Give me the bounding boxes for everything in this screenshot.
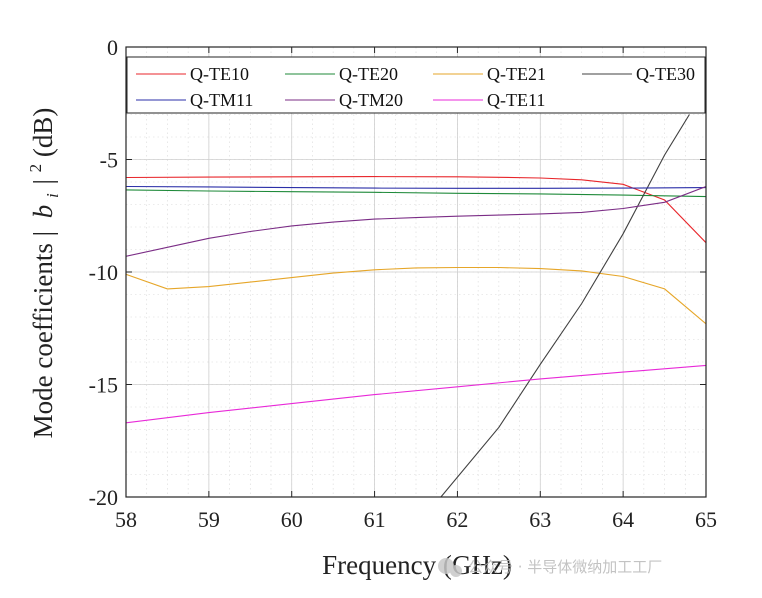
y-axis-label: Mode coefficients | b i | 2 (dB) [17,108,64,439]
x-tick-label: 64 [612,507,634,532]
x-axis-label: Frequency (GHz) [322,550,512,580]
x-tick-label: 58 [115,507,137,532]
x-tick-label: 61 [364,507,386,532]
series-line-q-te30 [440,114,690,497]
x-tick-label: 63 [529,507,551,532]
y-tick-label: -10 [89,260,118,285]
y-axis-label-var: b [28,205,58,219]
wechat-icon-bubble [450,565,462,577]
x-tick-labels: 58 59 60 61 62 63 64 65 [115,507,717,532]
legend-label-q-te10: Q-TE10 [190,64,249,84]
series-line-q-te21 [126,266,706,325]
y-axis-label-unit: (dB) [28,108,58,158]
series-layer [126,114,706,497]
y-axis-label-main: Mode coefficients | [28,231,58,438]
watermark-text: 公众号 · 半导体微纳加工工厂 [468,558,662,576]
y-axis-label-bar: | [28,179,58,184]
series-line-q-tm20 [126,185,706,257]
legend-label-q-te11: Q-TE11 [487,90,545,110]
y-axis-label-sub: i [43,193,62,198]
legend-label-q-tm11: Q-TM11 [190,90,253,110]
legend-label-q-tm20: Q-TM20 [339,90,403,110]
y-axis-label-sup: 2 [26,164,45,173]
series-line-q-te11 [126,364,706,424]
y-tick-labels: 0 -5 -10 -15 -20 [89,35,118,510]
y-tick-label: -5 [100,148,118,173]
watermark: 公众号 · 半导体微纳加工工厂 [438,558,662,577]
legend-label-q-te30: Q-TE30 [636,64,695,84]
x-tick-label: 60 [281,507,303,532]
series-line-q-te10 [126,176,706,244]
legend-label-q-te20: Q-TE20 [339,64,398,84]
y-tick-label: 0 [107,35,118,60]
x-tick-label: 62 [446,507,468,532]
tick-marks [125,46,707,498]
series-line-q-te20 [126,189,706,198]
legend-box [126,56,706,114]
legend-label-q-te21: Q-TE21 [487,64,546,84]
x-tick-label: 59 [198,507,220,532]
y-tick-label: -20 [89,485,118,510]
wechat-icon [438,558,454,574]
legend: Q-TE10 Q-TE20 Q-TE21 Q-TE30 Q-TM11 Q-TM20 Q-TE… [126,56,706,114]
y-tick-label: -15 [89,373,118,398]
x-tick-label: 65 [695,507,717,532]
series-line-q-tm11 [126,185,706,189]
